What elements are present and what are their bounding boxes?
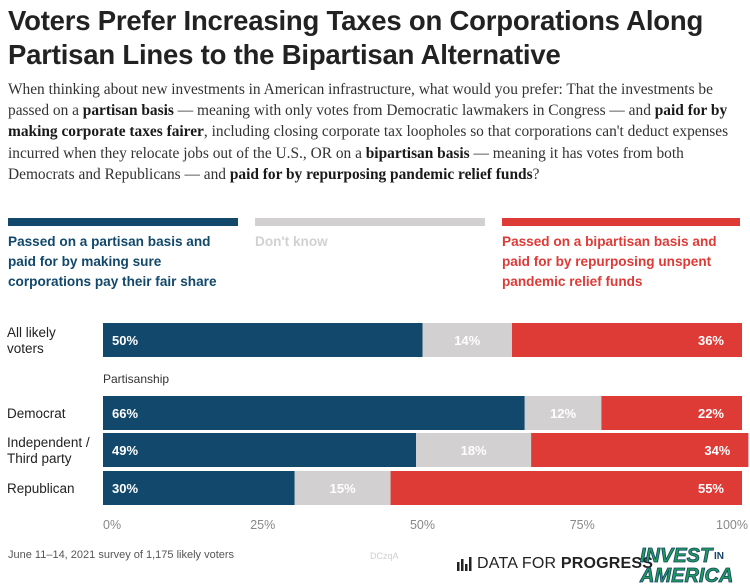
question-emphasis: paid for by making corporate taxes faire… <box>8 102 728 141</box>
x-tick-label: 50% <box>410 518 435 532</box>
question-emphasis: bipartisan basis <box>365 144 470 162</box>
data-label: 15% <box>330 481 356 496</box>
question-text: ? <box>532 165 540 183</box>
category-label: All likely voters <box>7 325 56 356</box>
survey-note: June 11–14, 2021 survey of 1,175 likely … <box>8 549 235 561</box>
legend-label: Don't know <box>255 234 328 249</box>
data-label: 30% <box>112 481 138 496</box>
legend-item: Passed on a partisan basis and paid for b… <box>8 218 238 292</box>
group-label: Partisanship <box>103 372 169 386</box>
logo-iia-in: IN <box>714 551 724 562</box>
x-tick-label: 75% <box>570 518 595 532</box>
data-for-progress-logo: DATA FOR PROGRESS <box>456 555 653 573</box>
bar-segment <box>422 323 512 357</box>
category-label-line: Democrat <box>7 406 66 421</box>
survey-question: When thinking about new investments in A… <box>8 79 746 185</box>
bar-segment <box>103 433 417 467</box>
bar-segment <box>103 396 525 430</box>
watermark: DCzqA <box>370 551 399 561</box>
data-label: 18% <box>461 443 487 458</box>
data-label: 55% <box>698 481 724 496</box>
category-label-line: All likely <box>7 325 56 340</box>
legend-swatch <box>502 218 740 226</box>
bar-segment <box>294 471 391 505</box>
data-label: 34% <box>704 443 730 458</box>
data-label: 50% <box>112 333 138 348</box>
bar-segment <box>416 433 532 467</box>
bar-segment <box>511 323 742 357</box>
data-label: 66% <box>112 406 138 421</box>
data-label: 22% <box>698 406 724 421</box>
question-text: — meaning with only votes from Democrati… <box>173 102 655 120</box>
category-label: Republican <box>7 481 75 496</box>
bar-segment <box>531 433 749 467</box>
data-label: 49% <box>112 443 138 458</box>
data-label: 36% <box>698 333 724 348</box>
question-emphasis: paid for by repurposing pandemic relief … <box>229 165 533 183</box>
category-label-line: Third party <box>7 451 72 466</box>
x-tick-label: 100% <box>716 518 748 532</box>
question-text: — meaning it has votes from both Democra… <box>8 144 684 183</box>
legend-item: Passed on a bipartisan basis and paid for… <box>502 218 740 292</box>
logo-iia-line2: AMERICA <box>639 565 733 585</box>
bar-segment <box>524 396 602 430</box>
bar-segment <box>390 471 742 505</box>
category-label: Independent / Third party <box>7 435 90 466</box>
category-label: Democrat <box>7 406 66 421</box>
logo-dfp-strong: PROGRESS <box>560 555 654 572</box>
legend-label: Passed on a partisan basis and paid for b… <box>8 234 217 289</box>
logo-iia-line1: INVEST <box>640 545 714 567</box>
logo-dfp-prefix: DATA FOR <box>477 555 561 572</box>
legend-label: Passed on a bipartisan basis and paid for… <box>502 234 717 289</box>
x-tick-label: 0% <box>103 518 121 532</box>
question-emphasis: partisan basis <box>82 102 174 120</box>
legend-swatch <box>8 218 238 226</box>
question-text: When thinking about new investments in A… <box>8 81 713 120</box>
category-label-line: Republican <box>7 481 75 496</box>
bar-segment <box>103 471 295 505</box>
legend-swatch <box>255 218 485 226</box>
chart-title: Voters Prefer Increasing Taxes on Corpor… <box>8 5 704 70</box>
data-label: 14% <box>454 333 480 348</box>
bar-segment <box>103 323 423 357</box>
data-label: 12% <box>550 406 576 421</box>
x-tick-label: 25% <box>250 518 275 532</box>
category-label-line: voters <box>7 341 44 356</box>
bar-chart-icon <box>457 557 472 571</box>
invest-in-america-logo: INVEST IN AMERICA <box>639 545 734 585</box>
legend-item: Don't know <box>255 218 485 252</box>
question-text: , including closing corporate tax loopho… <box>8 123 729 162</box>
bar-segment <box>601 396 742 430</box>
category-label-line: Independent / <box>7 435 90 450</box>
